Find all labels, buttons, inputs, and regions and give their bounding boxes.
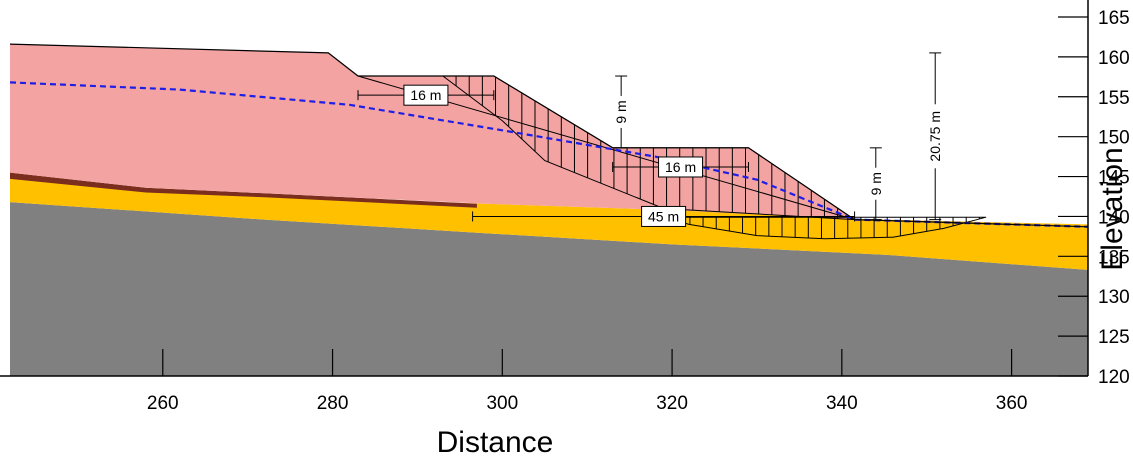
dimension-annotations: 16 m 9 m 16 m 9 m 20.75 m 45 m (357, 52, 947, 227)
dimension-label-box (610, 95, 633, 128)
dimension-label: 16 m (665, 159, 696, 175)
x-tick-label: 340 (826, 393, 858, 414)
dimension-label-box (641, 205, 687, 227)
axes: 260 280 300 320 340 360 120 125 130 135 140 145 150 1… (0, 0, 1130, 414)
final-ground-line (854, 219, 1089, 228)
x-tick-label: 260 (147, 393, 179, 414)
dimension-label-box (924, 104, 947, 169)
dimension-label: 20.75 m (927, 111, 943, 162)
y-tick-label: 135 (1098, 247, 1130, 268)
x-tick-label: 320 (656, 393, 688, 414)
excavation-outline-1 (663, 216, 987, 240)
y-tick-label: 165 (1098, 8, 1130, 29)
dimension-label-box (403, 84, 449, 106)
y-tick-label: 140 (1098, 207, 1130, 228)
x-tick-label: 300 (486, 393, 518, 414)
y-axis-title: Elevation (1096, 147, 1129, 270)
soil-layers (9, 43, 1088, 376)
y-tick-label: 150 (1098, 128, 1130, 149)
layer-sand (10, 172, 1088, 270)
dimension-label: 9 m (868, 172, 884, 195)
layer-fill (10, 44, 855, 220)
y-tick-label: 125 (1098, 327, 1130, 348)
dimension-label: 16 m (410, 87, 441, 103)
layer-clay-seam (10, 172, 477, 208)
layer-bedrock (10, 202, 1088, 376)
water-table (9, 81, 1089, 228)
x-tick-label: 360 (996, 393, 1028, 414)
x-tick-label: 280 (317, 393, 349, 414)
y-tick-label: 145 (1098, 168, 1130, 189)
y-tick-label: 120 (1098, 367, 1130, 388)
y-tick-label: 130 (1098, 287, 1130, 308)
dimension-label: 9 m (613, 100, 629, 123)
dimension-label-box (864, 167, 887, 200)
dimension-label: 45 m (648, 208, 679, 224)
x-axis-title: Distance (437, 426, 554, 459)
dimension-label-box (658, 156, 704, 178)
y-tick-label: 160 (1098, 48, 1130, 69)
water-table-line (9, 81, 1089, 228)
y-tick-label: 155 (1098, 88, 1130, 109)
